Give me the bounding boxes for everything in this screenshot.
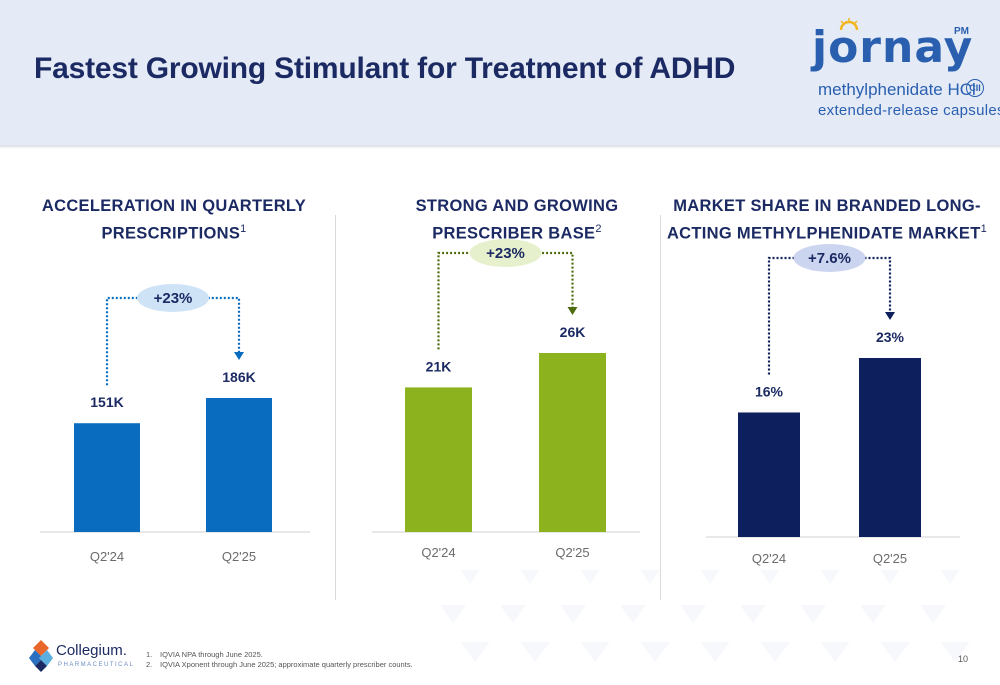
footnote: 2. IQVIA Xponent through June 2025; appro…	[146, 660, 413, 670]
footnote-ref: 2	[595, 223, 602, 235]
growth-bubble	[793, 244, 866, 272]
growth-connector	[767, 256, 892, 375]
chart-title-line: PRESCRIBER BASE	[432, 224, 596, 243]
data-label: 16%	[755, 383, 784, 399]
chart-title-line: PRESCRIPTIONS	[101, 224, 241, 243]
footnote-text: IQVIA NPA through June 2025.	[160, 650, 263, 659]
growth-bubble	[469, 239, 542, 267]
tick-label: Q2'24	[90, 549, 124, 564]
company-subtitle: PHARMACEUTICAL	[58, 662, 135, 668]
collegium-mark-icon	[29, 640, 53, 672]
logo-wordmark: jornay	[812, 22, 974, 73]
chart-title: ACCELERATION IN QUARTERLY PRESCRIPTIONS1	[40, 195, 308, 246]
data-label: 151K	[90, 394, 123, 410]
growth-label: +7.6%	[808, 250, 851, 267]
page-title: Fastest Growing Stimulant for Treatment …	[34, 52, 736, 85]
header-shadow	[0, 145, 1000, 149]
logo-pm-mark: PM	[954, 26, 969, 37]
data-label: 23%	[876, 329, 905, 345]
growth-bubble	[137, 284, 209, 312]
chart-title: STRONG AND GROWING PRESCRIBER BASE2	[372, 195, 662, 246]
footnote-ref: 1	[980, 223, 988, 235]
footnote: 1. IQVIA NPA through June 2025.	[146, 650, 413, 660]
chart-title-line: STRONG AND GROWING	[415, 197, 619, 215]
logo-generic-name: methylphenidate HCl	[818, 80, 976, 99]
bar	[206, 398, 272, 532]
bar	[405, 387, 472, 532]
bar	[859, 358, 921, 537]
logo-schedule-badge: CII	[966, 79, 984, 97]
collegium-logo: Collegium. PHARMACEUTICAL	[28, 638, 138, 678]
growth-connector	[437, 251, 574, 350]
data-label: 21K	[426, 358, 452, 374]
tick-label: Q2'25	[222, 549, 256, 564]
footnote-text: IQVIA Xponent through June 2025; approxi…	[160, 660, 413, 669]
header-band	[0, 0, 1000, 145]
tick-label: Q2'25	[873, 551, 907, 566]
tick-label: Q2'24	[421, 545, 455, 560]
background-watermark	[440, 570, 970, 662]
panel-divider	[335, 215, 336, 600]
chart-title-line: ACTING METHYLPHENIDATE MARKET	[666, 224, 981, 243]
footnotes: 1. IQVIA NPA through June 2025. 2. IQVIA X…	[146, 650, 413, 670]
data-label: 26K	[560, 324, 586, 340]
footnote-number: 1.	[146, 650, 153, 659]
growth-label: +23%	[154, 290, 193, 307]
growth-label: +23%	[486, 245, 525, 262]
growth-arrowhead	[885, 312, 895, 320]
chart-title: MARKET SHARE IN BRANDED LONG- ACTING MET…	[662, 195, 992, 246]
data-label: 186K	[222, 369, 255, 385]
logo-formulation: extended-release capsules	[818, 102, 1000, 119]
growth-arrowhead	[567, 307, 578, 315]
growth-arrowhead	[234, 352, 244, 360]
page-number: 10	[958, 654, 969, 664]
bar	[74, 423, 140, 532]
footnote-number: 2.	[146, 660, 153, 669]
tick-label: Q2'24	[752, 551, 786, 566]
sun-icon	[839, 18, 859, 31]
company-name: Collegium.	[56, 642, 127, 659]
panel-divider	[660, 215, 661, 600]
bar	[539, 353, 606, 532]
chart-title-line: MARKET SHARE IN BRANDED LONG-	[673, 197, 981, 215]
footnote-ref: 1	[240, 223, 247, 235]
jornay-logo: jornay PM methylphenidate HCl CII extend…	[812, 18, 1000, 123]
bar	[738, 412, 800, 537]
chart-title-line: ACCELERATION IN QUARTERLY	[41, 197, 307, 215]
tick-label: Q2'25	[555, 545, 589, 560]
